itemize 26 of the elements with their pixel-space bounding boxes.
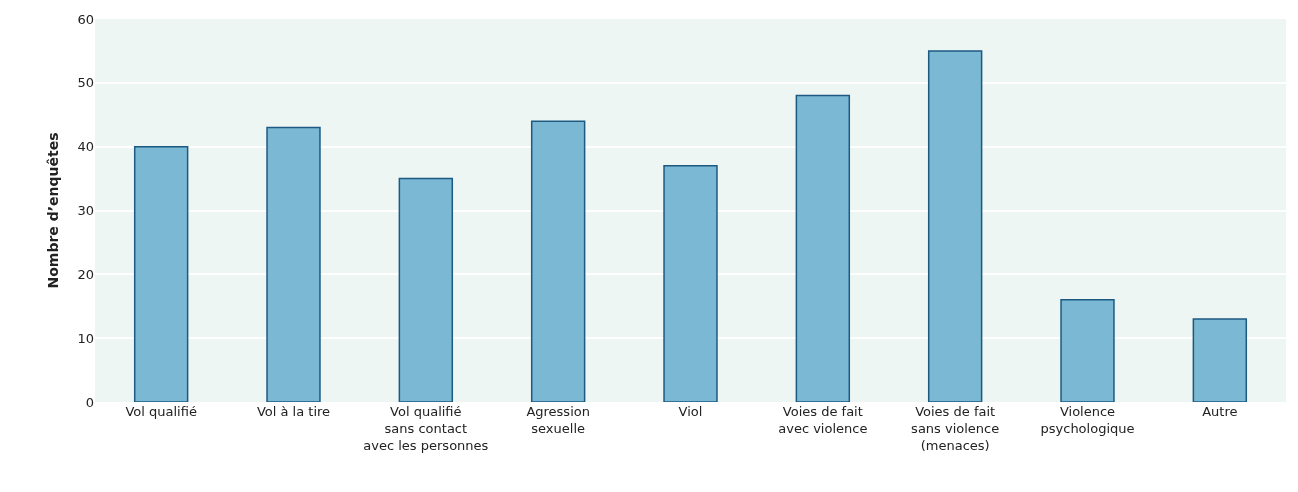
y-axis-title: Nombre d’enquêtes (45, 132, 62, 289)
bar (927, 50, 983, 402)
y-tick-label: 10 (77, 330, 94, 346)
y-tick-label: 0 (85, 394, 94, 410)
x-tick-label: Violence psychologique (1040, 404, 1135, 436)
bar (266, 126, 321, 402)
x-tick-label: Agression sexuelle (526, 404, 590, 436)
bar (398, 177, 454, 402)
y-tick-label: 30 (77, 203, 94, 219)
bar (663, 165, 718, 402)
y-tick-label: 50 (77, 75, 94, 91)
x-tick-label: Vol qualifié (125, 404, 197, 419)
x-tick-label: Vol à la tire (256, 404, 331, 419)
bar (1192, 318, 1248, 402)
x-tick-label: Voies de fait avec violence (778, 404, 868, 436)
bar (133, 145, 189, 402)
x-tick-label: Autre (1202, 404, 1238, 419)
x-tick-label: Viol (678, 404, 703, 419)
y-tick-label: 20 (77, 266, 94, 282)
x-tick-label: Vol qualifié sans contact avec les personnes (363, 404, 489, 453)
y-tick-label: 40 (77, 139, 94, 155)
x-tick-label: Voies de fait sans violence (menaces) (911, 404, 1000, 453)
bar (795, 94, 851, 402)
bar (1060, 299, 1115, 402)
y-tick-label: 60 (77, 11, 94, 27)
bar (530, 120, 586, 402)
